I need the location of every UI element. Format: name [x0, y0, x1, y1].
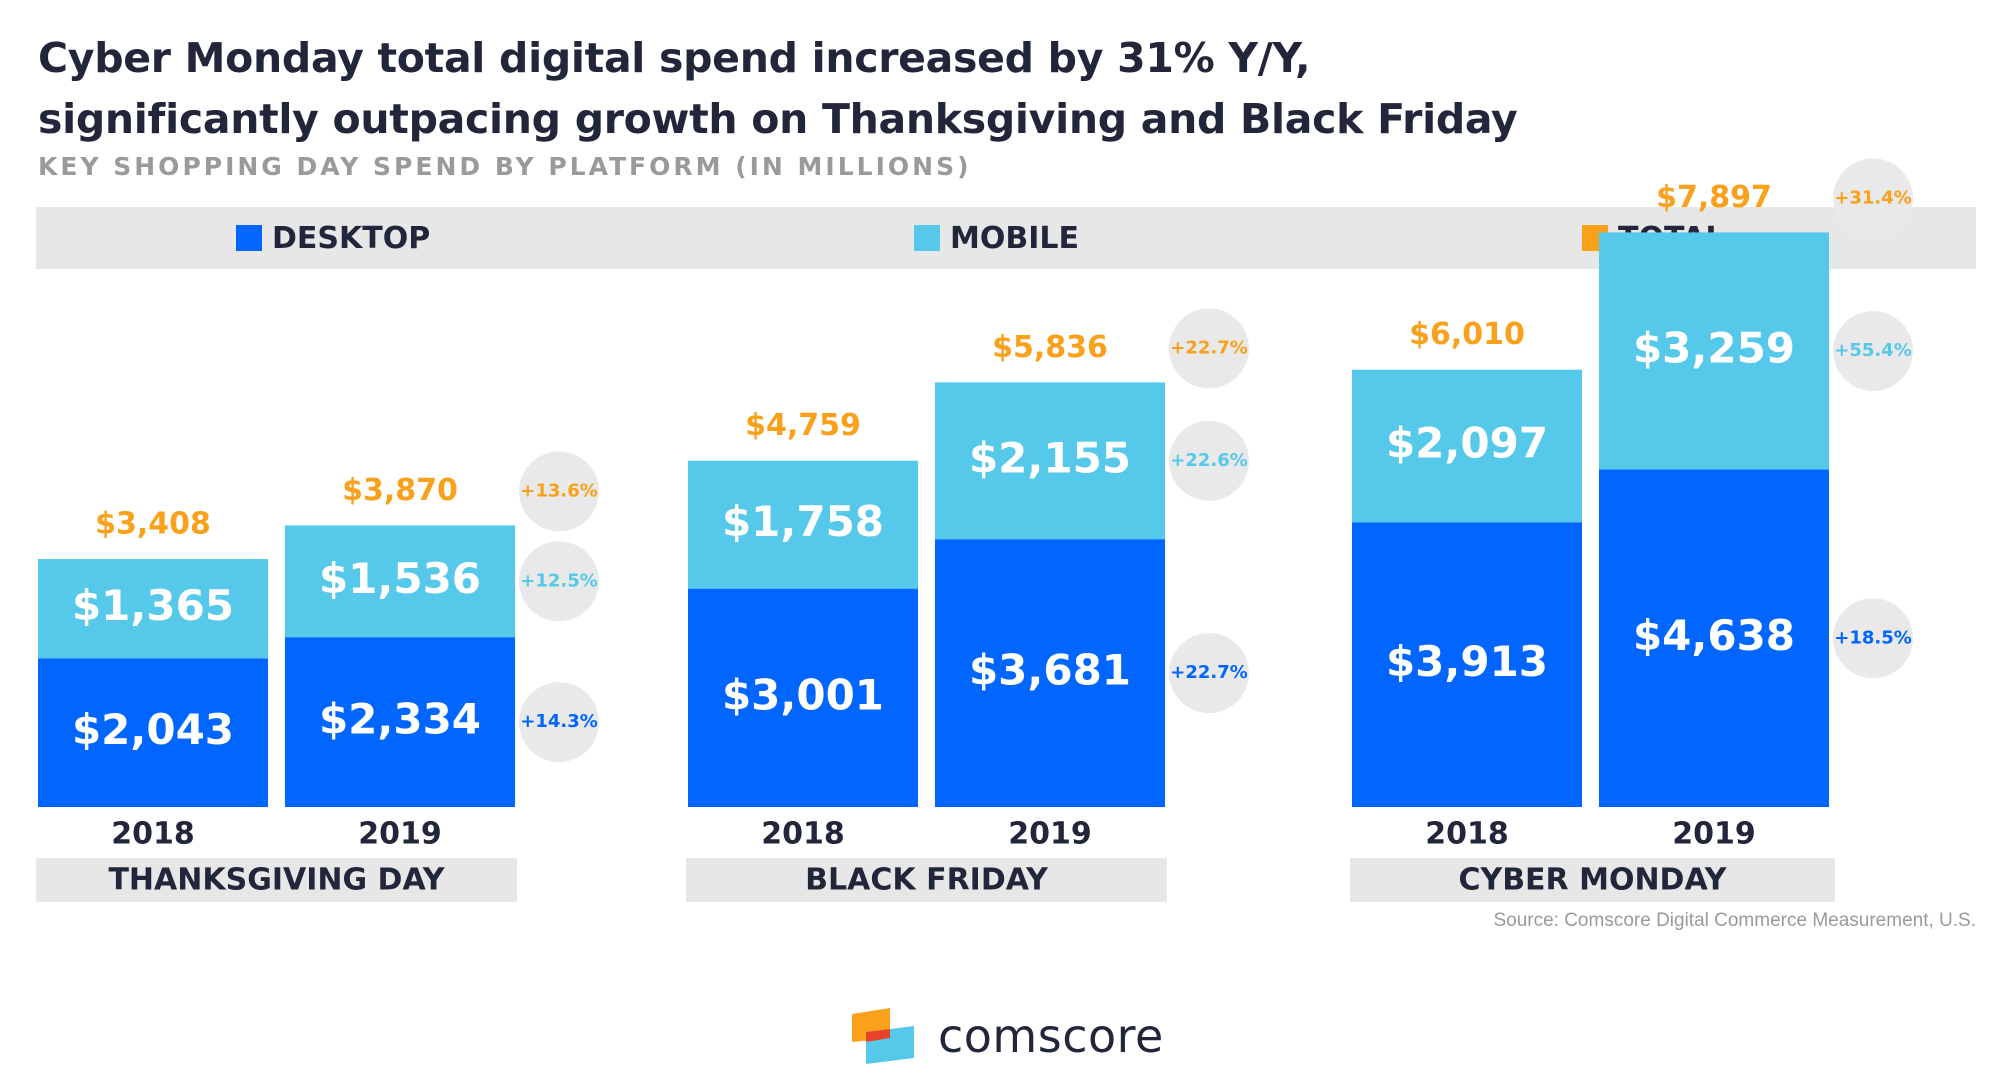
category-band-black-friday	[686, 858, 1167, 902]
label-desktop-black-friday-2018: $3,001	[722, 670, 884, 719]
growth-bubble-desktop-cyber-monday	[1833, 598, 1913, 679]
label-total-thanksgiving-day-2019: $3,870	[342, 473, 458, 508]
label-total-black-friday-2019: $5,836	[992, 330, 1108, 365]
legend-item-desktop: DESKTOP	[236, 207, 430, 269]
title-line-1: Cyber Monday total digital spend increas…	[38, 34, 1311, 82]
growth-bubble-desktop-black-friday	[1169, 633, 1249, 714]
label-mobile-cyber-monday-2019: $3,259	[1633, 323, 1795, 372]
bar-mobile-thanksgiving-day-2018	[38, 559, 268, 659]
bar-desktop-cyber-monday-2019	[1599, 469, 1829, 807]
category-label-black-friday: BLACK FRIDAY	[805, 863, 1049, 898]
growth-label-mobile-cyber-monday: +55.4%	[1834, 340, 1912, 361]
label-total-thanksgiving-day-2018: $3,408	[95, 507, 211, 542]
growth-bubble-mobile-thanksgiving-day	[519, 541, 599, 622]
legend-swatch-desktop	[236, 225, 262, 251]
growth-label-total-black-friday: +22.7%	[1170, 337, 1248, 358]
label-total-cyber-monday-2018: $6,010	[1409, 317, 1525, 352]
label-mobile-thanksgiving-day-2019: $1,536	[319, 554, 481, 603]
year-label-black-friday-2019: 2019	[1008, 817, 1092, 852]
legend-item-mobile: MOBILE	[914, 207, 1079, 269]
growth-bubble-total-cyber-monday	[1833, 158, 1913, 239]
label-desktop-black-friday-2019: $3,681	[969, 646, 1131, 695]
label-mobile-thanksgiving-day-2018: $1,365	[72, 581, 234, 630]
growth-label-mobile-thanksgiving-day: +12.5%	[520, 570, 598, 591]
label-total-cyber-monday-2019: $7,897	[1656, 180, 1772, 215]
category-band-cyber-monday	[1350, 858, 1835, 902]
bar-mobile-cyber-monday-2019	[1599, 232, 1829, 470]
comscore-logo-text: comscore	[938, 1009, 1164, 1063]
category-label-cyber-monday: CYBER MONDAY	[1458, 863, 1727, 898]
growth-label-total-thanksgiving-day: +13.6%	[520, 480, 598, 501]
bar-mobile-thanksgiving-day-2019	[285, 525, 515, 638]
chart-subtitle: KEY SHOPPING DAY SPEND BY PLATFORM (IN M…	[38, 152, 972, 181]
chart-title: Cyber Monday total digital spend increas…	[38, 28, 1938, 150]
growth-label-desktop-cyber-monday: +18.5%	[1834, 627, 1912, 648]
year-label-thanksgiving-day-2019: 2019	[358, 817, 442, 852]
growth-bubble-mobile-cyber-monday	[1833, 310, 1913, 391]
bar-desktop-cyber-monday-2018	[1352, 522, 1582, 807]
legend-label-mobile: MOBILE	[950, 220, 1079, 256]
bar-desktop-thanksgiving-day-2018	[38, 658, 268, 807]
label-mobile-black-friday-2018: $1,758	[722, 497, 884, 546]
growth-bubble-desktop-thanksgiving-day	[519, 682, 599, 763]
legend-swatch-mobile	[914, 225, 940, 251]
comscore-logo: comscore	[852, 1008, 1164, 1064]
bar-mobile-cyber-monday-2018	[1352, 369, 1582, 523]
label-desktop-thanksgiving-day-2019: $2,334	[319, 695, 481, 744]
comscore-logo-icon	[852, 1008, 914, 1064]
label-mobile-cyber-monday-2018: $2,097	[1386, 419, 1548, 468]
growth-label-desktop-thanksgiving-day: +14.3%	[520, 711, 598, 732]
category-label-thanksgiving-day: THANKSGIVING DAY	[108, 863, 445, 898]
growth-bubble-mobile-black-friday	[1169, 420, 1249, 501]
bar-mobile-black-friday-2019	[935, 382, 1165, 540]
year-label-black-friday-2018: 2018	[761, 817, 845, 852]
bar-desktop-black-friday-2019	[935, 539, 1165, 807]
growth-label-total-cyber-monday: +31.4%	[1834, 187, 1912, 208]
legend-label-desktop: DESKTOP	[272, 220, 431, 256]
year-label-cyber-monday-2018: 2018	[1425, 817, 1509, 852]
year-label-thanksgiving-day-2018: 2018	[111, 817, 195, 852]
category-band-thanksgiving-day	[36, 858, 517, 902]
label-desktop-cyber-monday-2019: $4,638	[1633, 611, 1795, 660]
bar-mobile-black-friday-2018	[688, 460, 918, 589]
growth-bubble-total-thanksgiving-day	[519, 451, 599, 532]
source-note: Source: Comscore Digital Commerce Measur…	[1493, 910, 1976, 931]
label-mobile-black-friday-2019: $2,155	[969, 433, 1131, 482]
bar-desktop-black-friday-2018	[688, 588, 918, 807]
label-total-black-friday-2018: $4,759	[745, 408, 861, 443]
growth-bubble-total-black-friday	[1169, 308, 1249, 389]
label-desktop-cyber-monday-2018: $3,913	[1386, 637, 1548, 686]
growth-label-desktop-black-friday: +22.7%	[1170, 662, 1248, 683]
title-line-2: significantly outpacing growth on Thanks…	[38, 95, 1518, 143]
label-desktop-thanksgiving-day-2018: $2,043	[72, 705, 234, 754]
bar-desktop-thanksgiving-day-2019	[285, 637, 515, 807]
year-label-cyber-monday-2019: 2019	[1672, 817, 1756, 852]
growth-label-mobile-black-friday: +22.6%	[1170, 450, 1248, 471]
